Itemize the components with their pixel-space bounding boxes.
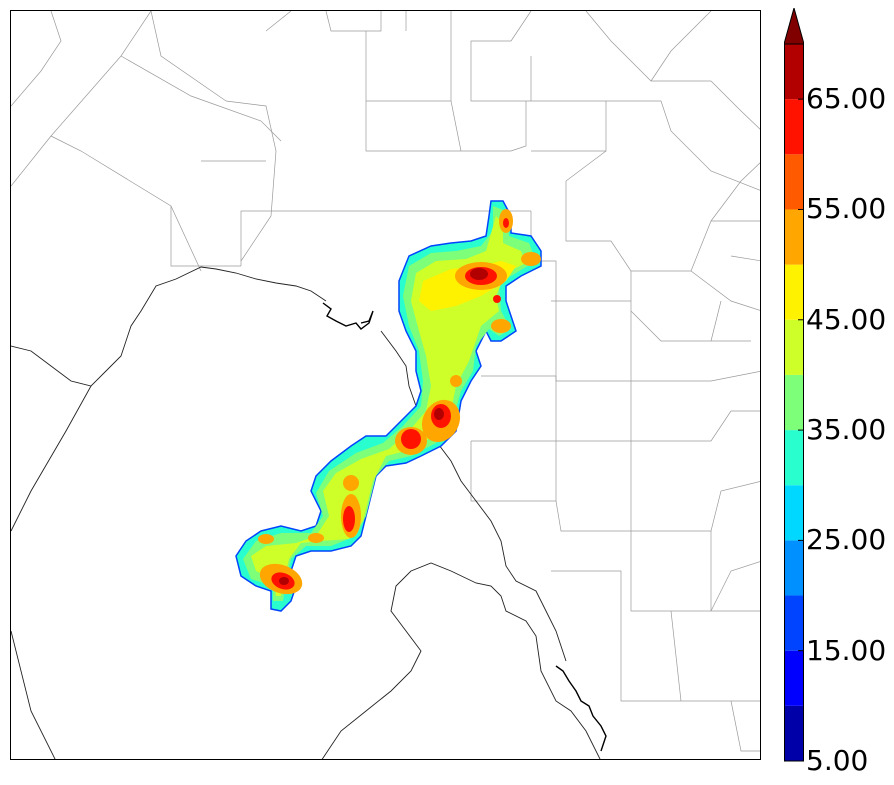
map-canvas xyxy=(11,11,760,759)
reflectivity-storm xyxy=(235,200,542,612)
colorbar-band xyxy=(784,374,804,431)
colorbar xyxy=(784,8,804,762)
county-lines xyxy=(11,11,760,752)
region-borders xyxy=(11,266,601,759)
colorbar-band xyxy=(784,154,804,210)
colorbar-tick-label: 55.00 xyxy=(806,192,887,226)
colorbar-band xyxy=(784,319,804,375)
colorbar-band xyxy=(784,485,804,541)
colorbar-band xyxy=(784,430,804,486)
storm-dark-red-cores xyxy=(279,268,488,585)
colorbar-band xyxy=(784,540,804,596)
colorbar-tick-label: 25.00 xyxy=(806,523,887,557)
coastline xyxy=(322,302,607,752)
colorbar-band xyxy=(784,264,804,320)
colorbar-tick-label: 45.00 xyxy=(806,302,887,336)
colorbar-extend-arrow xyxy=(784,8,804,45)
colorbar-tick-label: 15.00 xyxy=(806,633,887,667)
colorbar-band xyxy=(784,705,804,761)
colorbar-band xyxy=(784,44,804,100)
colorbar-tick-label: 65.00 xyxy=(806,82,887,116)
storm-yellow-layer xyxy=(251,216,526,596)
storm-red-cores xyxy=(271,218,509,590)
colorbar-tick-label: 5.00 xyxy=(806,744,869,777)
colorbar-tick-label: 35.00 xyxy=(806,413,887,447)
colorbar-bands xyxy=(784,8,804,762)
colorbar-band xyxy=(784,209,804,265)
colorbar-band xyxy=(784,650,804,706)
colorbar-band xyxy=(784,99,804,155)
colorbar-band xyxy=(784,595,804,651)
map-panel xyxy=(10,10,761,760)
